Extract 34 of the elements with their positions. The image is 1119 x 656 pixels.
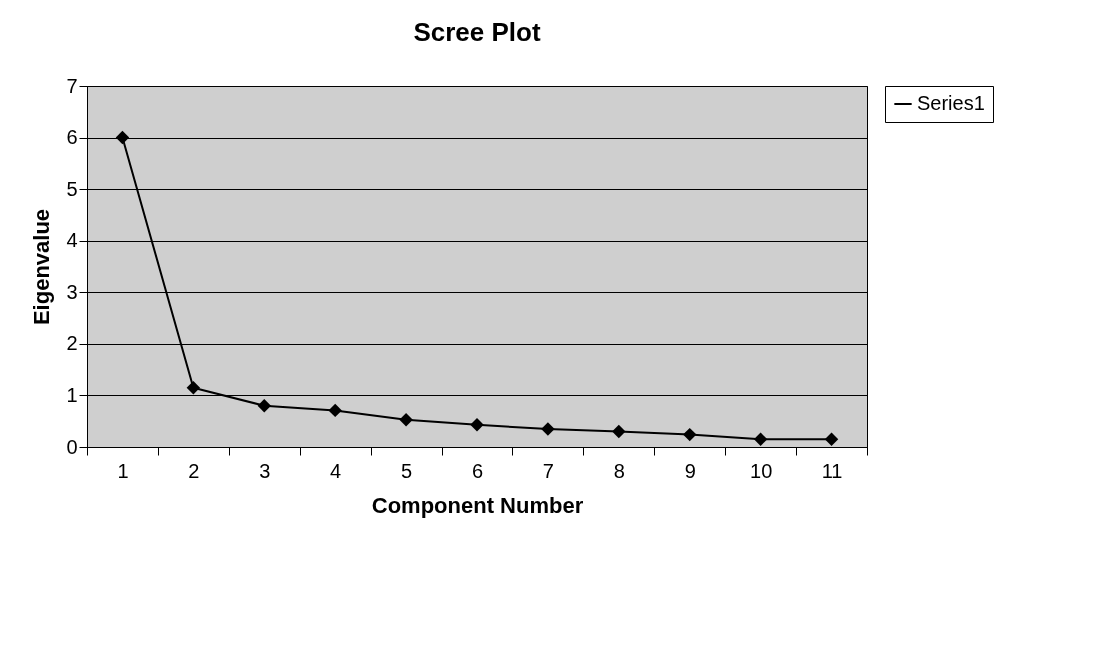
point [612, 424, 626, 439]
x-tick-label: 1 [117, 459, 129, 482]
x-tick-label: 4 [330, 459, 342, 482]
point [683, 427, 697, 442]
x-tick-label: 5 [401, 459, 413, 482]
x-tick-label: 11 [821, 459, 843, 482]
y-axis-title: Eigenvalue [29, 208, 55, 326]
x-tick-label: 9 [684, 459, 696, 482]
x-tick-label: 3 [259, 459, 271, 482]
y-tick-label: 6 [66, 126, 78, 149]
y-tick-label: 2 [66, 332, 78, 355]
point [470, 418, 484, 432]
point [753, 432, 768, 446]
x-tick-label: 8 [613, 459, 625, 482]
point [399, 412, 413, 427]
y-tick-label: 7 [66, 74, 78, 97]
y-tick-label: 1 [66, 383, 78, 406]
x-tick-label: 6 [471, 459, 484, 482]
point [186, 380, 201, 395]
x-tick-label: 10 [750, 459, 773, 482]
y-tick-label: 5 [66, 177, 78, 200]
point [257, 399, 271, 413]
chart-title: Scree Plot [413, 17, 541, 47]
x-tick-label: 7 [542, 459, 554, 482]
point [328, 403, 342, 418]
point [824, 432, 839, 446]
legend-label: Series1 [917, 92, 985, 114]
y-tick-label: 0 [66, 435, 78, 458]
x-axis-title: Component Number [371, 492, 584, 518]
point [541, 422, 555, 436]
y-tick-label: 3 [66, 280, 78, 303]
y-tick-label: 4 [66, 229, 78, 252]
x-tick-label: 2 [188, 459, 200, 482]
point [115, 130, 130, 145]
